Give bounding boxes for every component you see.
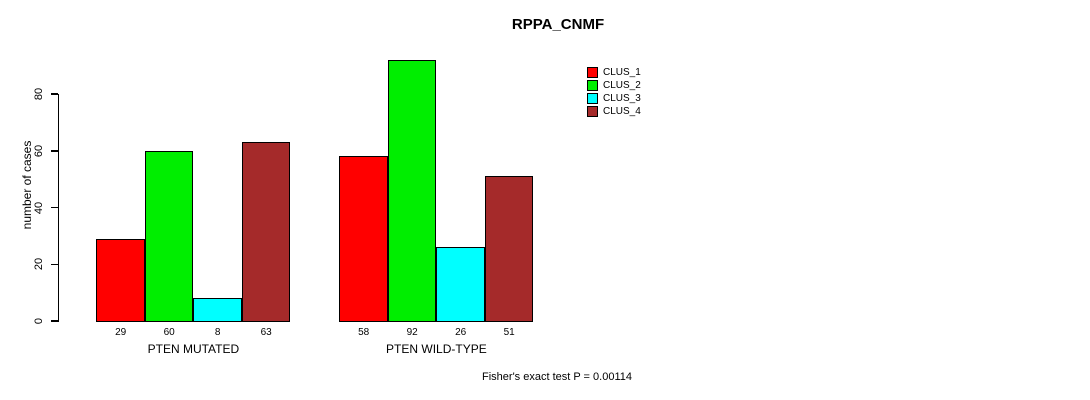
y-tick-label: 0 [33,317,45,325]
bar-value-label: 60 [163,327,175,338]
bar-clus_3-2 [436,247,485,322]
legend-item-clus_2: CLUS_2 [587,79,641,92]
chart-title: RPPA_CNMF [511,16,605,33]
legend-swatch-clus_4 [587,106,598,118]
bar-clus_2-2 [387,59,437,322]
bar-clus_4-2 [484,176,534,322]
legend-label: CLUS_1 [603,66,641,78]
legend-item-clus_3: CLUS_3 [587,92,641,105]
legend-label: CLUS_4 [603,106,641,118]
y-tick-mark [50,320,58,322]
x-category-label: PTEN WILD-TYPE [386,342,487,356]
y-tick-mark [50,93,58,95]
legend-swatch-clus_1 [587,66,598,78]
bar-value-label: 8 [214,327,221,338]
y-tick-label: 80 [33,87,45,101]
statistical-test-note: Fisher's exact test P = 0.00114 [482,371,632,383]
bar-value-label: 58 [358,327,370,338]
y-tick-mark [50,206,58,209]
legend-swatch-clus_2 [587,79,598,91]
y-tick-label: 40 [33,201,45,214]
legend-item-clus_4: CLUS_4 [587,105,641,118]
y-tick-label: 60 [33,144,45,157]
bar-clus_3-1 [193,298,242,322]
legend-swatch-clus_3 [587,92,598,104]
bar-clus_4-1 [241,142,291,322]
bar-clus_1-1 [96,238,145,322]
bar-clus_2-1 [144,150,194,322]
bar-value-label: 29 [115,327,127,338]
legend-label: CLUS_2 [603,79,641,91]
y-axis-line [57,94,59,322]
bar-clus_1-2 [339,156,388,322]
legend-item-clus_1: CLUS_1 [587,66,641,79]
y-axis-label: number of cases [20,140,34,230]
bar-value-label: 92 [406,327,418,338]
bar-value-label: 26 [455,327,467,338]
bar-value-label: 63 [260,327,272,338]
bar-value-label: 51 [503,327,515,338]
x-category-label: PTEN MUTATED [147,342,240,356]
y-tick-label: 20 [33,258,45,271]
legend-label: CLUS_3 [603,92,641,104]
y-tick-mark [50,150,58,152]
y-tick-mark [50,263,58,265]
